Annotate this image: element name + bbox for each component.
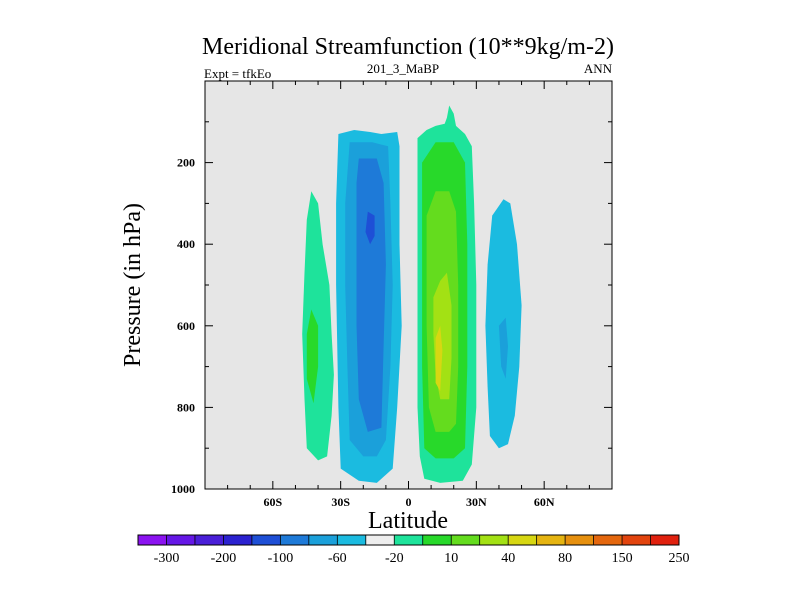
center-label: 201_3_MaBP bbox=[367, 61, 439, 76]
x-tick-label: 30N bbox=[466, 495, 487, 509]
colorbar-label: 150 bbox=[612, 551, 633, 566]
colorbar-label: -60 bbox=[328, 551, 347, 566]
plot-area bbox=[205, 81, 612, 489]
y-tick-label: 600 bbox=[177, 319, 195, 333]
y-tick-label: 400 bbox=[177, 237, 195, 251]
colorbar-label: -300 bbox=[154, 551, 180, 566]
contour-sh-hadley-3 bbox=[356, 158, 386, 432]
right-label: ANN bbox=[584, 61, 613, 76]
x-tick-label: 60N bbox=[534, 495, 555, 509]
colorbar-swatch bbox=[365, 535, 395, 545]
colorbar-swatch bbox=[337, 535, 367, 545]
colorbar-swatch bbox=[593, 535, 623, 545]
chart-title: Meridional Streamfunction (10**9kg/m-2) bbox=[202, 34, 614, 60]
contour-nh-ferrel-inner bbox=[498, 317, 508, 379]
y-tick-label: 800 bbox=[177, 400, 195, 414]
x-axis-label: Latitude bbox=[368, 508, 448, 534]
left-label: Expt = tfkEo bbox=[204, 66, 271, 81]
colorbar-swatch bbox=[565, 535, 594, 545]
colorbar bbox=[137, 534, 680, 546]
colorbar-swatch bbox=[422, 535, 452, 545]
contour-sh-ferrel-inner bbox=[306, 309, 319, 404]
contour-nh-hadley-5 bbox=[435, 325, 443, 392]
x-tick-label: 60S bbox=[263, 495, 282, 509]
contour-layer bbox=[302, 105, 522, 483]
y-tick-label: 200 bbox=[177, 156, 195, 170]
colorbar-swatch bbox=[308, 535, 338, 545]
colorbar-swatch bbox=[251, 535, 281, 545]
colorbar-label: 40 bbox=[501, 551, 515, 566]
colorbar-frame bbox=[137, 534, 680, 546]
colorbar-swatch bbox=[394, 535, 424, 545]
colorbar-label: -200 bbox=[211, 551, 237, 566]
contour-sh-hadley-4 bbox=[365, 211, 375, 245]
colorbar-label: -20 bbox=[385, 551, 404, 566]
colorbar-swatch bbox=[194, 535, 224, 545]
x-axis-ticks: 60S 30S 0 30N 60N bbox=[227, 81, 590, 509]
colorbar-label: 250 bbox=[669, 551, 690, 566]
colorbar-swatch bbox=[650, 535, 680, 545]
y-axis-label: Pressure (in hPa) bbox=[120, 203, 146, 367]
colorbar-label: 80 bbox=[558, 551, 572, 566]
colorbar-label: 10 bbox=[444, 551, 458, 566]
colorbar-swatch bbox=[451, 535, 480, 545]
colorbar-swatch bbox=[138, 535, 167, 545]
colorbar-swatch bbox=[536, 535, 566, 545]
colorbar-swatch bbox=[280, 535, 310, 545]
colorbar-swatch bbox=[508, 535, 537, 545]
x-tick-label: 0 bbox=[406, 495, 412, 509]
colorbar-labels: -300 -200 -100 -60 -20 10 40 80 150 250 bbox=[154, 551, 690, 566]
colorbar-swatch bbox=[223, 535, 253, 545]
x-tick-label: 30S bbox=[331, 495, 350, 509]
y-axis-ticks: 200 400 600 800 1000 bbox=[171, 121, 612, 496]
colorbar-swatch bbox=[622, 535, 651, 545]
colorbar-swatch bbox=[166, 535, 196, 545]
colorbar-swatch bbox=[479, 535, 509, 545]
y-tick-label: 1000 bbox=[171, 482, 195, 496]
colorbar-label: -100 bbox=[268, 551, 294, 566]
